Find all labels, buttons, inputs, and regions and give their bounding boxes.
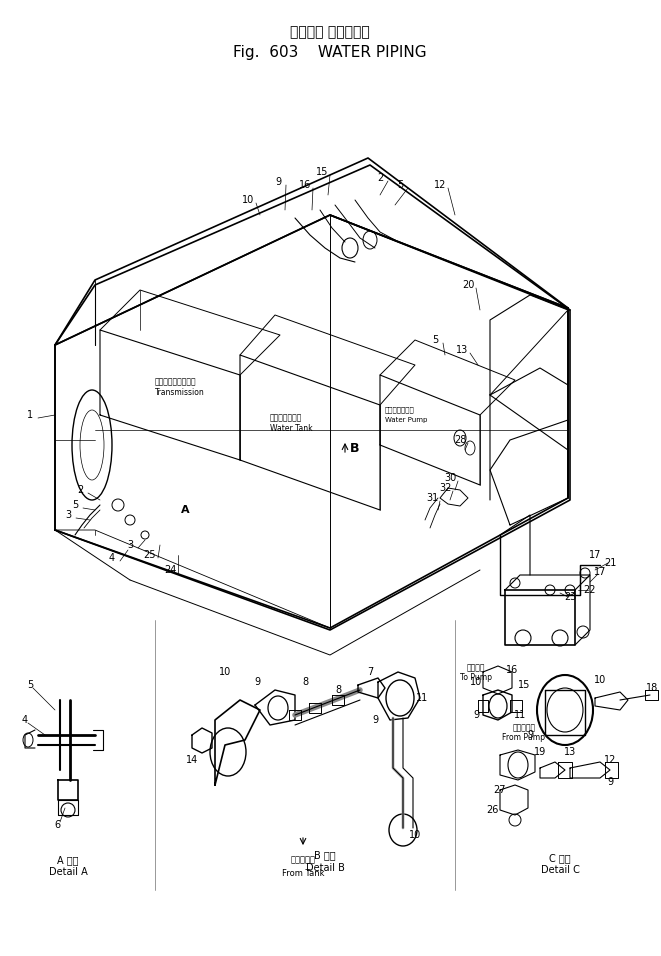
Text: 27: 27 bbox=[494, 785, 506, 795]
Text: 17: 17 bbox=[589, 550, 602, 560]
Text: 1: 1 bbox=[27, 410, 33, 420]
Text: 2: 2 bbox=[377, 173, 383, 183]
Text: 11: 11 bbox=[514, 710, 526, 720]
Text: 12: 12 bbox=[434, 180, 446, 190]
Text: トランスミッション: トランスミッション bbox=[155, 378, 196, 386]
Text: 4: 4 bbox=[22, 715, 28, 725]
Text: 8: 8 bbox=[302, 677, 308, 687]
Text: 26: 26 bbox=[486, 805, 498, 815]
Text: A 詳細: A 詳細 bbox=[58, 855, 79, 865]
Text: 15: 15 bbox=[316, 167, 329, 177]
Text: ウォータ パイピング: ウォータ パイピング bbox=[290, 25, 370, 39]
Text: B: B bbox=[350, 442, 360, 454]
Text: 5: 5 bbox=[27, 680, 33, 690]
Text: From Pump: From Pump bbox=[502, 733, 545, 743]
Text: 11: 11 bbox=[416, 693, 428, 703]
Text: ウォータタンク: ウォータタンク bbox=[270, 414, 302, 423]
Text: 15: 15 bbox=[518, 680, 530, 690]
Text: 10: 10 bbox=[409, 830, 421, 840]
Text: Transmission: Transmission bbox=[155, 387, 205, 397]
Text: 30: 30 bbox=[444, 473, 456, 483]
Text: ウォータポンプ: ウォータポンプ bbox=[385, 406, 414, 413]
Text: 3: 3 bbox=[127, 540, 133, 550]
Text: 28: 28 bbox=[454, 435, 466, 445]
Text: タンクから: タンクから bbox=[290, 856, 315, 864]
Text: Fig.  603    WATER PIPING: Fig. 603 WATER PIPING bbox=[233, 45, 427, 59]
Text: 13: 13 bbox=[456, 345, 468, 355]
Text: 5: 5 bbox=[397, 180, 403, 190]
Text: 21: 21 bbox=[603, 558, 616, 568]
Text: 13: 13 bbox=[564, 747, 576, 757]
Text: 10: 10 bbox=[219, 667, 231, 677]
Text: 7: 7 bbox=[367, 667, 373, 677]
Text: 9: 9 bbox=[275, 177, 281, 187]
Text: 25: 25 bbox=[143, 550, 156, 560]
Text: 24: 24 bbox=[164, 565, 176, 575]
Text: 32: 32 bbox=[439, 483, 451, 493]
Text: C 詳細: C 詳細 bbox=[549, 853, 571, 863]
Text: Detail A: Detail A bbox=[49, 867, 87, 877]
Text: To Pump: To Pump bbox=[460, 673, 492, 683]
Text: 9: 9 bbox=[527, 730, 533, 740]
Text: 23: 23 bbox=[564, 592, 576, 602]
Text: 14: 14 bbox=[186, 755, 198, 765]
Text: 16: 16 bbox=[299, 180, 311, 190]
Text: 3: 3 bbox=[65, 510, 71, 520]
Text: B 詳細: B 詳細 bbox=[314, 850, 336, 860]
Text: ポンプへ: ポンプへ bbox=[467, 663, 485, 672]
Text: 5: 5 bbox=[432, 335, 438, 345]
Text: 9: 9 bbox=[372, 715, 378, 725]
Text: 17: 17 bbox=[594, 567, 606, 577]
Text: 31: 31 bbox=[426, 493, 438, 503]
Text: 8: 8 bbox=[335, 685, 341, 695]
Text: 19: 19 bbox=[534, 747, 546, 757]
Text: 9: 9 bbox=[254, 677, 260, 687]
Text: 9: 9 bbox=[607, 777, 613, 787]
Text: 10: 10 bbox=[470, 677, 482, 687]
Text: A: A bbox=[180, 505, 189, 515]
Text: 18: 18 bbox=[646, 683, 658, 693]
Text: 10: 10 bbox=[594, 675, 606, 685]
Text: 16: 16 bbox=[506, 665, 518, 675]
Text: Water Pump: Water Pump bbox=[385, 417, 428, 423]
Text: 4: 4 bbox=[109, 553, 115, 563]
Text: 5: 5 bbox=[72, 500, 78, 510]
Text: 12: 12 bbox=[603, 755, 616, 765]
Text: 22: 22 bbox=[584, 585, 596, 595]
Text: 2: 2 bbox=[77, 485, 83, 495]
Text: 6: 6 bbox=[54, 820, 60, 830]
Text: 9: 9 bbox=[473, 710, 479, 720]
Text: Detail C: Detail C bbox=[541, 865, 580, 875]
Text: From Tank: From Tank bbox=[282, 868, 325, 878]
Text: Detail B: Detail B bbox=[305, 863, 344, 873]
Text: 10: 10 bbox=[242, 195, 254, 205]
Text: Water Tank: Water Tank bbox=[270, 424, 313, 432]
Text: ポンプから: ポンプから bbox=[512, 724, 535, 732]
Text: 20: 20 bbox=[462, 280, 474, 290]
